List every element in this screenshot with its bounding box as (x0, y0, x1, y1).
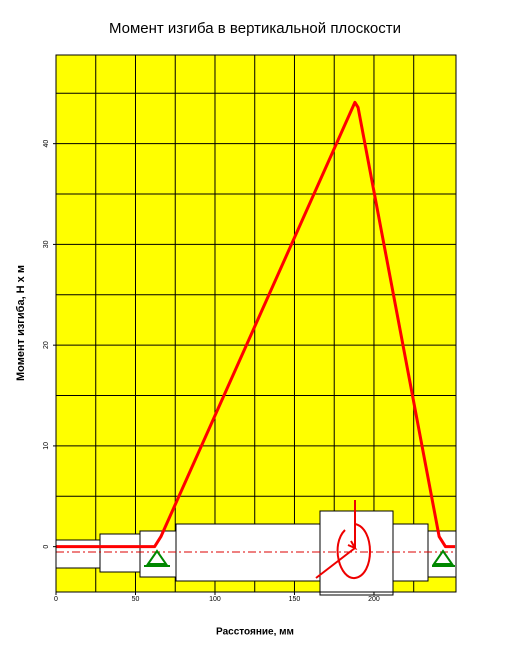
bearing (144, 549, 170, 567)
chart-title: Момент изгиба в вертикальной плоскости (109, 20, 401, 37)
plot-border (55, 54, 457, 593)
y-axis-label: Момент изгиба, Н х м (15, 265, 27, 381)
y-tick-label: 0 (43, 545, 50, 549)
y-tick-label: 20 (43, 341, 50, 349)
moment-line (56, 100, 456, 549)
x-axis-label: Расстояние, мм (216, 627, 294, 638)
bearing (432, 549, 455, 567)
y-tick-label: 40 (43, 140, 50, 148)
x-tick-label: 100 (209, 596, 221, 603)
torque-arrow (315, 500, 371, 579)
x-tick-label: 150 (289, 596, 301, 603)
y-tick-label: 10 (43, 442, 50, 450)
shaft (55, 500, 457, 596)
x-tick-label: 200 (368, 596, 380, 603)
shaft-step (99, 533, 141, 573)
x-tick-label: 50 (132, 596, 140, 603)
x-tick-label: 0 (54, 596, 58, 603)
shaft-step (55, 539, 101, 569)
y-tick-label: 30 (43, 240, 50, 248)
